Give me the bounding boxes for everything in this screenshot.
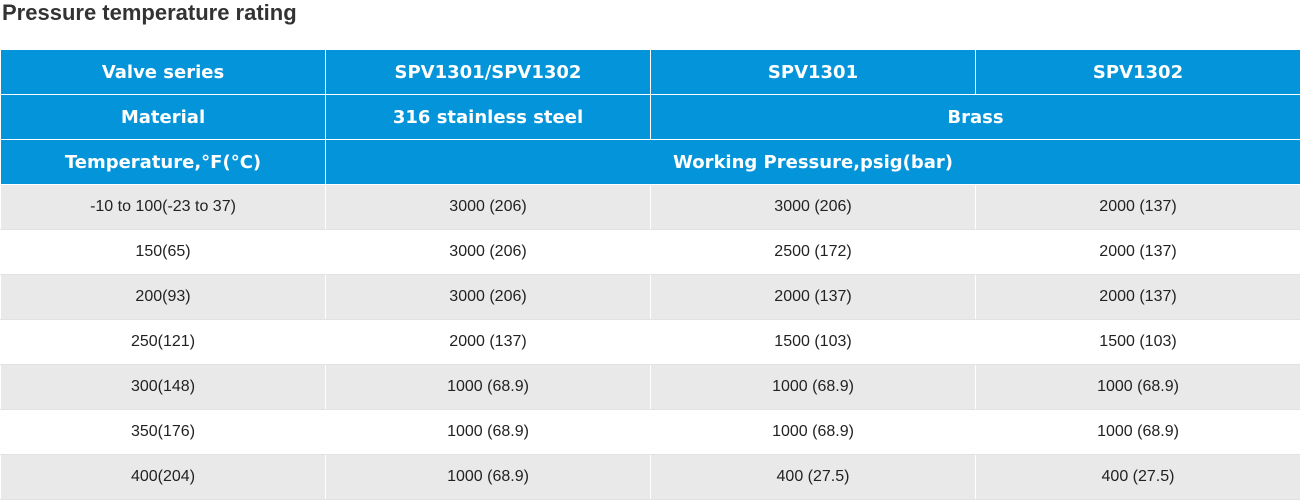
cell-spv1301: 1000 (68.9) bbox=[651, 410, 976, 455]
cell-temperature: 250(121) bbox=[1, 320, 326, 365]
pressure-temperature-table: Valve series SPV1301/SPV1302 SPV1301 SPV… bbox=[0, 49, 1300, 500]
cell-temperature: 300(148) bbox=[1, 365, 326, 410]
cell-spv1301-spv1302: 1000 (68.9) bbox=[326, 455, 651, 500]
header-valve-series: Valve series bbox=[1, 50, 326, 95]
cell-spv1301: 1500 (103) bbox=[651, 320, 976, 365]
header-spv1301-spv1302: SPV1301/SPV1302 bbox=[326, 50, 651, 95]
cell-spv1302: 1500 (103) bbox=[976, 320, 1300, 365]
cell-spv1301-spv1302: 3000 (206) bbox=[326, 185, 651, 230]
cell-spv1302: 400 (27.5) bbox=[976, 455, 1300, 500]
header-row-valve-series: Valve series SPV1301/SPV1302 SPV1301 SPV… bbox=[1, 50, 1300, 95]
cell-spv1301: 2500 (172) bbox=[651, 230, 976, 275]
cell-spv1302: 1000 (68.9) bbox=[976, 410, 1300, 455]
header-spv1302: SPV1302 bbox=[976, 50, 1300, 95]
cell-temperature: -10 to 100(-23 to 37) bbox=[1, 185, 326, 230]
cell-temperature: 200(93) bbox=[1, 275, 326, 320]
page-title: Pressure temperature rating bbox=[2, 0, 297, 26]
header-material-brass: Brass bbox=[651, 95, 1300, 140]
table-row: -10 to 100(-23 to 37)3000 (206)3000 (206… bbox=[1, 185, 1300, 230]
header-working-pressure: Working Pressure,psig(bar) bbox=[326, 140, 1300, 185]
cell-spv1301-spv1302: 3000 (206) bbox=[326, 230, 651, 275]
cell-spv1302: 2000 (137) bbox=[976, 275, 1300, 320]
table-row: 400(204)1000 (68.9)400 (27.5)400 (27.5) bbox=[1, 455, 1300, 500]
cell-spv1302: 2000 (137) bbox=[976, 230, 1300, 275]
table-row: 200(93)3000 (206)2000 (137)2000 (137) bbox=[1, 275, 1300, 320]
cell-spv1301: 400 (27.5) bbox=[651, 455, 976, 500]
header-spv1301: SPV1301 bbox=[651, 50, 976, 95]
cell-temperature: 350(176) bbox=[1, 410, 326, 455]
header-row-material: Material 316 stainless steel Brass bbox=[1, 95, 1300, 140]
cell-spv1301: 3000 (206) bbox=[651, 185, 976, 230]
cell-spv1302: 1000 (68.9) bbox=[976, 365, 1300, 410]
table-row: 250(121)2000 (137)1500 (103)1500 (103) bbox=[1, 320, 1300, 365]
cell-spv1301-spv1302: 1000 (68.9) bbox=[326, 365, 651, 410]
cell-spv1302: 2000 (137) bbox=[976, 185, 1300, 230]
cell-spv1301: 2000 (137) bbox=[651, 275, 976, 320]
cell-spv1301-spv1302: 2000 (137) bbox=[326, 320, 651, 365]
cell-spv1301: 1000 (68.9) bbox=[651, 365, 976, 410]
table-row: 350(176)1000 (68.9)1000 (68.9)1000 (68.9… bbox=[1, 410, 1300, 455]
cell-spv1301-spv1302: 1000 (68.9) bbox=[326, 410, 651, 455]
table-row: 150(65)3000 (206)2500 (172)2000 (137) bbox=[1, 230, 1300, 275]
header-temperature: Temperature,°F(°C) bbox=[1, 140, 326, 185]
cell-temperature: 400(204) bbox=[1, 455, 326, 500]
cell-spv1301-spv1302: 3000 (206) bbox=[326, 275, 651, 320]
cell-temperature: 150(65) bbox=[1, 230, 326, 275]
table-row: 300(148)1000 (68.9)1000 (68.9)1000 (68.9… bbox=[1, 365, 1300, 410]
header-row-temperature: Temperature,°F(°C) Working Pressure,psig… bbox=[1, 140, 1300, 185]
header-material: Material bbox=[1, 95, 326, 140]
header-material-stainless: 316 stainless steel bbox=[326, 95, 651, 140]
